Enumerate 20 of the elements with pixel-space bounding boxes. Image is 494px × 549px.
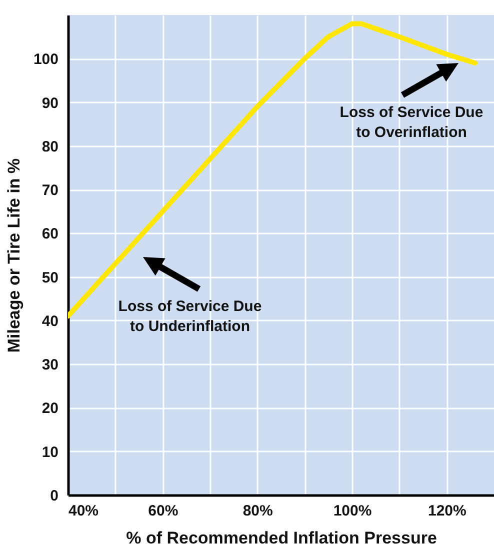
x-tick-label: 120% [428,502,466,520]
y-tick-label: 40 [42,312,58,330]
annotation: Loss of Service Due to Overinflation [340,104,484,141]
y-tick-label: 80 [42,138,58,156]
y-tick-label: 60 [42,226,58,243]
y-tick-label: 30 [42,356,58,374]
y-tick-label: 50 [42,269,58,286]
y-tick-label: 0 [50,488,58,504]
y-tick-label: 70 [42,182,58,200]
annotation: Loss of Service Due to Underinflation [118,298,262,335]
x-tick-label: 40% [68,502,99,520]
x-axis-title: % of Recommended Inflation Pressure [126,528,437,548]
x-tick-label: 80% [242,502,273,520]
y-axis-title: Mileage or Tire Life in % [4,158,24,353]
y-tick-label: 90 [42,94,58,112]
y-tick-label: 10 [42,444,58,461]
y-tick-label: 20 [42,400,58,418]
y-tick-label: 100 [33,51,58,68]
x-tick-label: 60% [148,502,178,520]
x-tick-label: 100% [333,502,372,520]
